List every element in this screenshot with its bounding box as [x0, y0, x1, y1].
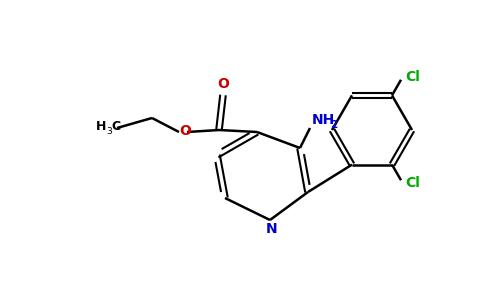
Text: Cl: Cl	[406, 70, 421, 84]
Text: O: O	[179, 124, 191, 138]
Text: 2: 2	[331, 120, 338, 130]
Text: 3: 3	[106, 127, 112, 136]
Text: NH: NH	[311, 113, 334, 127]
Text: Cl: Cl	[406, 176, 421, 190]
Text: O: O	[217, 77, 229, 91]
Text: C: C	[111, 121, 121, 134]
Text: N: N	[266, 222, 278, 236]
Text: H: H	[96, 121, 106, 134]
